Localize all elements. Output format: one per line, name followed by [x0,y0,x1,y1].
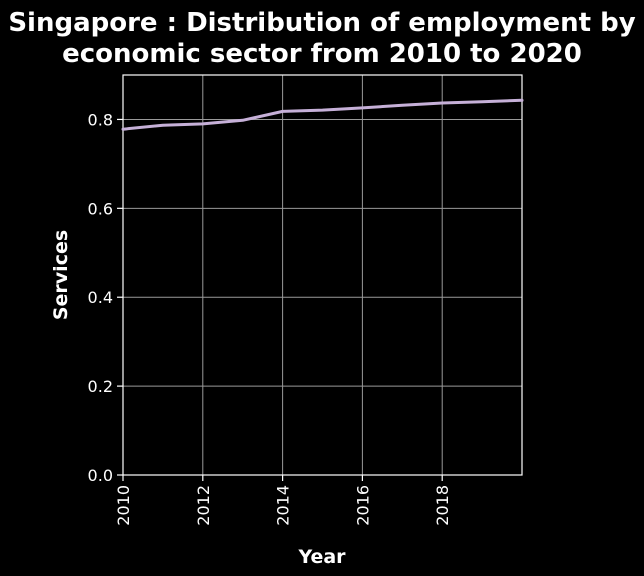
x-tick-label: 2014 [274,485,293,526]
x-tick-label: 2012 [194,485,213,526]
x-axis-title: Year [297,546,346,568]
series-line [121,98,524,131]
plot-area: 2010 2012 2014 2016 2018 0.0 0.2 0.4 0.6 0.8 [88,74,524,526]
y-tick-label: 0.2 [88,377,113,396]
y-tick-label: 0.4 [88,288,113,307]
x-tick-label: 2018 [433,485,452,526]
y-tick-label: 0.0 [88,466,113,485]
x-tick-label: 2010 [114,485,133,526]
y-tick-label: 0.6 [88,199,113,218]
chart-title-line-2: economic sector from 2010 to 2020 [62,39,582,69]
y-tick-label: 0.8 [88,110,113,129]
chart-title-line-1: Singapore : Distribution of employment b… [8,8,635,38]
x-tick-label: 2016 [353,485,372,526]
plot-frame [122,74,523,476]
y-axis-title: Services [50,230,72,320]
